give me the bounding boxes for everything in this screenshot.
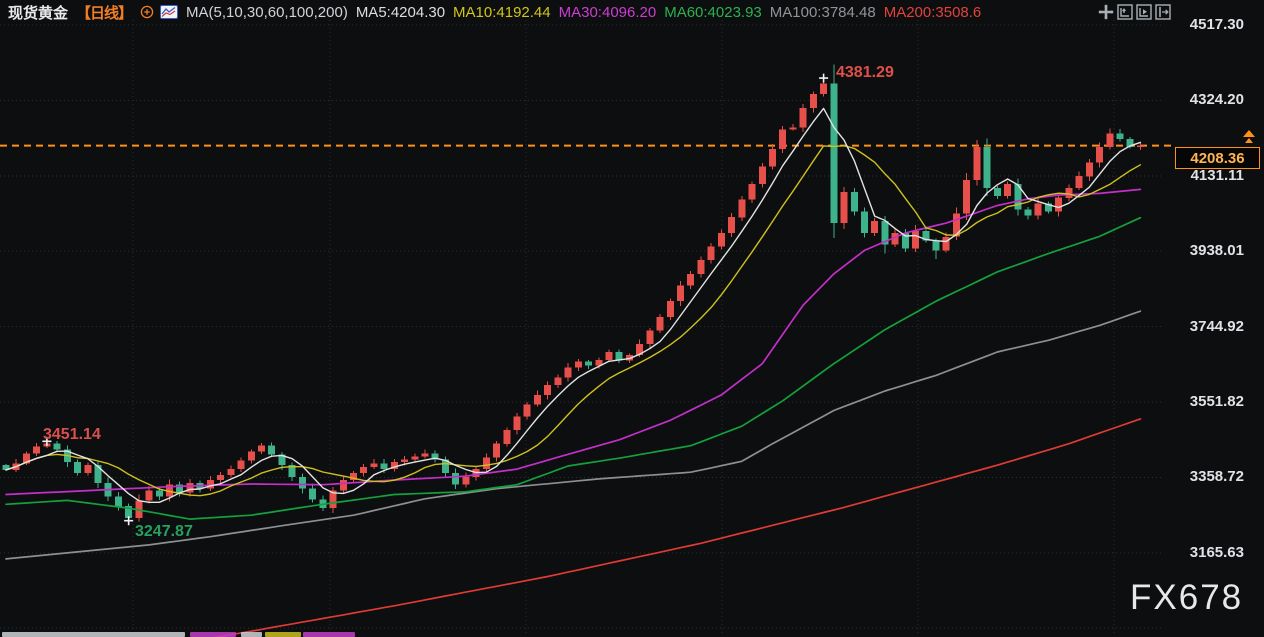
peak-high-annotation: 4381.29 [836,64,894,81]
ma30-value: MA30:4096.20 [558,3,657,21]
ma10-value: MA10:4192.44 [453,3,551,21]
ma-line-ma30 [5,188,1142,496]
price-axis-tick: 4517.30 [1189,16,1244,33]
extreme-marker [42,436,52,446]
pan-right-button[interactable] [1155,4,1171,20]
move-icon [1098,4,1114,20]
ma-line-ma10 [5,145,1142,497]
price-axis-tick: 4131.11 [1190,167,1244,184]
play-icon [1136,4,1152,20]
ma5-value: MA5:4204.30 [355,3,446,21]
uptick-arrow-icon [1243,130,1255,143]
symbol-name[interactable]: 现货黄金 [8,4,69,22]
clipped-text-segment [241,632,262,637]
moving-average-lines [5,107,1142,637]
clipped-text-segment [265,632,301,637]
fx678-watermark: FX678 [1130,578,1244,617]
plus-circle-icon[interactable] [140,5,154,19]
ma60-value: MA60:4023.93 [664,3,762,21]
ma-line-ma5 [5,107,1142,503]
price-axis-tick: 3744.92 [1189,318,1244,335]
price-axis-tick: 3551.82 [1189,393,1244,410]
pan-right-icon [1155,4,1171,20]
price-axis-tick: 3938.01 [1189,242,1244,259]
ma-line-ma60 [5,216,1142,520]
extreme-marker [819,73,829,83]
clipped-text-segment [190,632,236,637]
clipped-text-segment [2,632,185,637]
left-high-annotation: 3451.14 [43,426,101,443]
ma100-value: MA100:3784.48 [769,3,876,21]
play-forward-button[interactable] [1136,4,1152,20]
price-axis-tick: 3165.63 [1189,544,1244,561]
move-tool-button[interactable] [1098,4,1114,20]
ma-line-ma200 [212,418,1142,637]
chart-header: 现货黄金 【日线】 MA(5,10,30,60,100,200) MA5:420… [8,2,981,22]
scale-axis-icon [1117,4,1133,20]
ma200-value: MA200:3508.6 [883,3,982,21]
extreme-marker [124,516,134,526]
chart-toolbar [1098,4,1171,20]
left-low-annotation: 3247.87 [135,523,193,540]
clipped-text-segment [303,632,355,637]
ma-line-ma100 [5,310,1142,560]
timeframe-label[interactable]: 【日线】 [76,4,133,22]
current-price-label: 4208.36 [1175,147,1260,169]
indicator-params-label[interactable]: MA(5,10,30,60,100,200) [186,3,348,21]
current-price-value: 4208.36 [1190,149,1245,167]
scale-axis-button[interactable] [1117,4,1133,20]
price-axis-tick: 3358.72 [1189,468,1244,485]
price-axis-tick: 4324.20 [1189,91,1244,108]
candles [2,64,1144,522]
mini-chart-icon[interactable] [160,5,179,19]
